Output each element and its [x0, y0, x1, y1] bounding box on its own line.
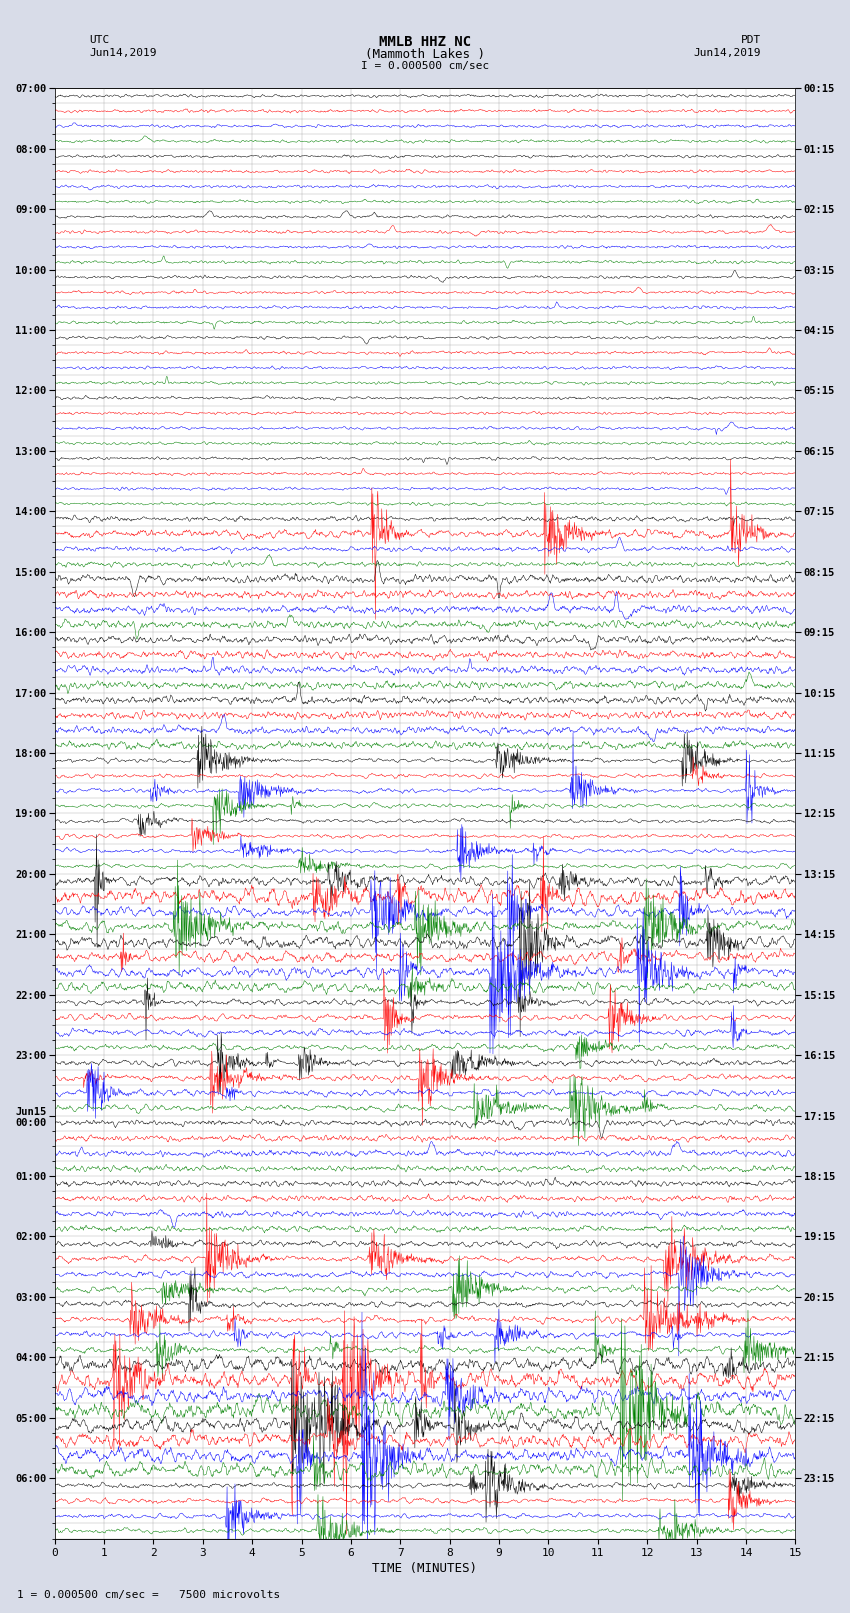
Text: Jun14,2019: Jun14,2019 — [694, 48, 761, 58]
Text: I = 0.000500 cm/sec: I = 0.000500 cm/sec — [361, 61, 489, 71]
X-axis label: TIME (MINUTES): TIME (MINUTES) — [372, 1563, 478, 1576]
Text: 1 = 0.000500 cm/sec =   7500 microvolts: 1 = 0.000500 cm/sec = 7500 microvolts — [17, 1590, 280, 1600]
Text: (Mammoth Lakes ): (Mammoth Lakes ) — [365, 48, 485, 61]
Text: UTC: UTC — [89, 35, 110, 45]
Text: PDT: PDT — [740, 35, 761, 45]
Text: Jun14,2019: Jun14,2019 — [89, 48, 156, 58]
Text: MMLB HHZ NC: MMLB HHZ NC — [379, 35, 471, 50]
